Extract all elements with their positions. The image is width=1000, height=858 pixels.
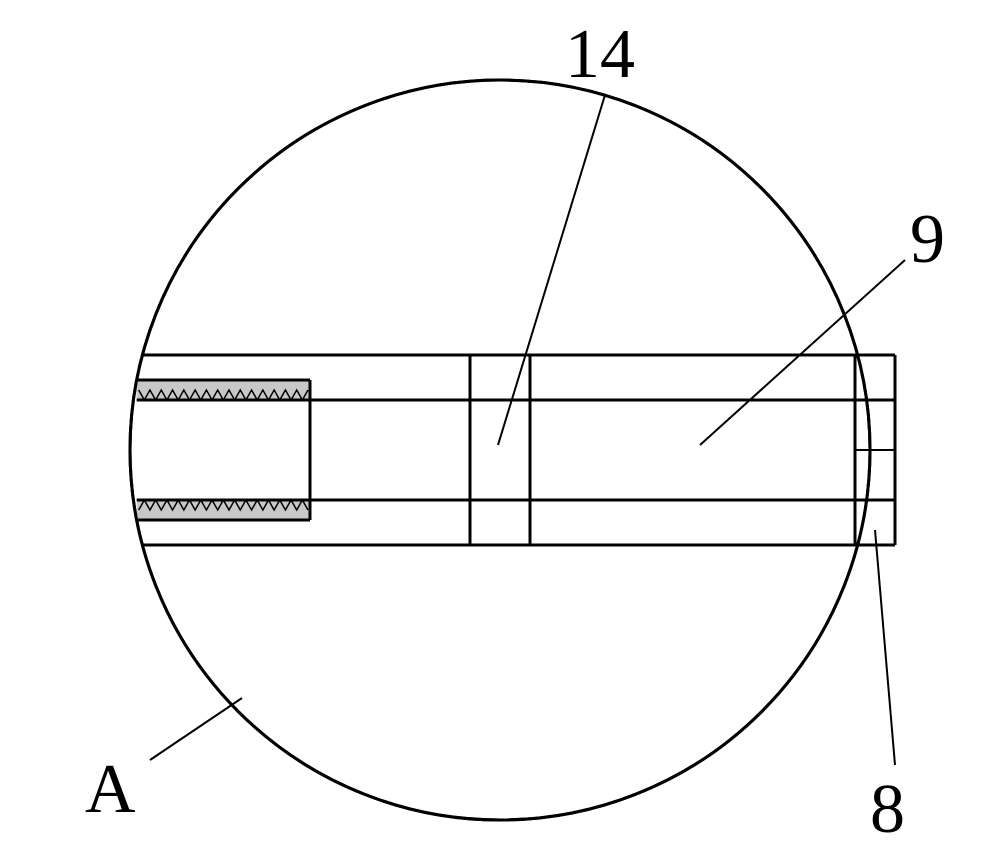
detail-view-label-A: A (85, 750, 136, 830)
leader-8 (875, 530, 895, 765)
engineering-diagram (0, 0, 1000, 858)
leader-14 (498, 95, 605, 445)
callout-label-14: 14 (565, 15, 635, 95)
thread-band-top (137, 380, 310, 400)
leader-9 (700, 260, 905, 445)
detail-circle (130, 80, 870, 820)
leader-A (150, 698, 242, 760)
thread-band-bottom (137, 500, 310, 520)
callout-label-8: 8 (870, 770, 905, 850)
callout-label-9: 9 (910, 200, 945, 280)
